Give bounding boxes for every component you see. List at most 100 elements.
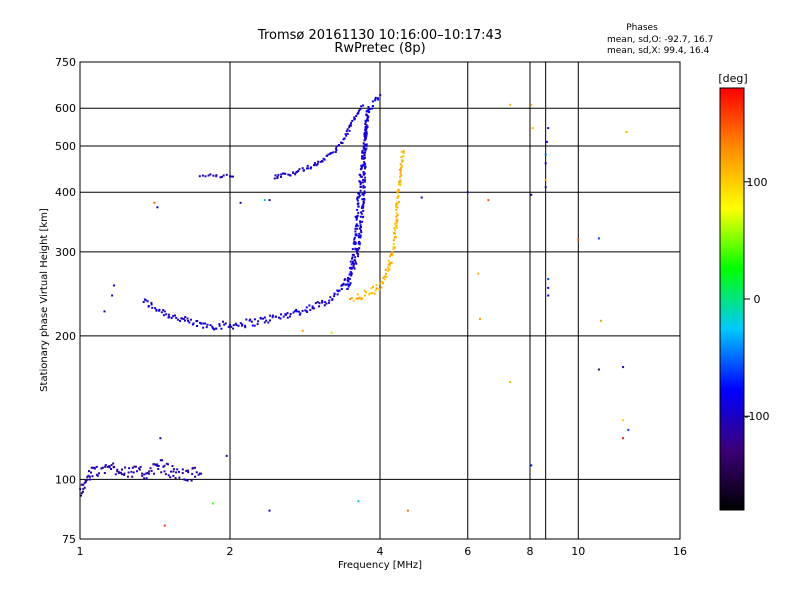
- trace-point: [276, 177, 279, 179]
- trace-point: [381, 282, 384, 285]
- trace-point: [385, 272, 387, 275]
- trace-point: [277, 173, 280, 176]
- trace-point: [364, 125, 367, 128]
- trace-point: [360, 167, 363, 170]
- trace-point: [293, 310, 296, 313]
- trace-point: [400, 167, 402, 170]
- scatter-point: [577, 238, 580, 241]
- trace-point: [354, 256, 357, 259]
- trace-point: [358, 227, 361, 230]
- y-axis-ticks: 75 100 200 300 400 500 600 750: [55, 56, 76, 546]
- trace-point: [388, 265, 391, 268]
- plot-frame: [79, 61, 681, 540]
- trace-point: [354, 261, 357, 264]
- trace-point: [96, 474, 99, 477]
- trace-point: [295, 170, 298, 173]
- trace-point: [364, 167, 366, 170]
- trace-point: [358, 173, 361, 176]
- trace-point: [222, 174, 225, 177]
- trace-point: [362, 215, 365, 218]
- trace-point: [347, 280, 350, 283]
- trace-point: [353, 116, 356, 119]
- trace-point: [392, 246, 395, 249]
- trace-point: [232, 175, 234, 178]
- trace-point: [362, 163, 365, 166]
- trace-point: [395, 212, 398, 215]
- trace-point: [163, 470, 166, 473]
- trace-point: [213, 328, 215, 331]
- trace-point: [399, 183, 402, 186]
- trace-point: [343, 137, 346, 140]
- trace-point: [88, 470, 90, 473]
- trace-point: [149, 467, 152, 470]
- trace-point: [363, 161, 366, 164]
- trace-point: [162, 314, 165, 317]
- trace-point: [346, 128, 349, 131]
- trace-point: [376, 97, 379, 100]
- trace-point: [220, 327, 223, 330]
- trace-point: [307, 167, 310, 170]
- trace-point: [399, 175, 402, 178]
- trace-point: [175, 471, 178, 474]
- trace-point: [395, 224, 398, 227]
- trace-point: [347, 277, 350, 280]
- trace-point: [363, 289, 366, 292]
- trace-point: [356, 197, 359, 200]
- x-tick-label: 6: [464, 545, 471, 558]
- trace-point: [353, 117, 356, 120]
- trace-point: [364, 127, 367, 129]
- trace-point: [98, 472, 100, 475]
- trace-point: [361, 151, 364, 154]
- trace-point: [184, 479, 187, 481]
- x-tick-label: 10: [571, 545, 585, 558]
- trace-point: [363, 192, 366, 195]
- trace-point: [373, 292, 376, 295]
- trace-point: [139, 465, 142, 468]
- trace-point: [167, 474, 170, 477]
- trace-point: [383, 275, 386, 278]
- trace-point: [363, 145, 366, 148]
- trace-point: [286, 312, 289, 315]
- trace-point: [169, 476, 172, 479]
- trace-point: [80, 492, 83, 495]
- trace-point: [230, 325, 233, 328]
- trace-point: [195, 471, 198, 474]
- trace-point: [171, 465, 174, 467]
- trace-point: [104, 464, 107, 467]
- trace-point: [389, 255, 391, 258]
- trace-point: [392, 247, 395, 250]
- trace-point: [387, 260, 390, 263]
- trace-point: [170, 470, 172, 473]
- trace-point: [286, 316, 289, 319]
- trace-point: [359, 175, 362, 178]
- trace-point: [194, 475, 197, 478]
- trace-point: [321, 301, 324, 304]
- trace-point: [124, 466, 127, 469]
- trace-point: [353, 240, 356, 243]
- trace-point: [370, 287, 373, 290]
- colorbar-tick-label: 100: [747, 176, 768, 189]
- trace-point: [360, 175, 363, 178]
- trace-point: [284, 172, 287, 175]
- trace-point: [181, 317, 183, 320]
- trace-point: [399, 163, 402, 166]
- trace-point: [282, 315, 285, 318]
- scatter-point: [545, 140, 548, 143]
- trace-point: [356, 224, 359, 227]
- trace-point: [357, 297, 360, 300]
- trace-point: [211, 327, 214, 330]
- trace-point: [132, 471, 135, 474]
- trace-point: [314, 302, 317, 305]
- trace-point: [358, 180, 361, 183]
- trace-point: [357, 253, 360, 256]
- trace-point: [354, 243, 357, 245]
- stats-x-mode: mean, sd,X: 99.4, 16.4: [607, 46, 710, 56]
- trace-point: [395, 208, 398, 211]
- trace-point: [167, 313, 170, 316]
- trace-point: [332, 151, 335, 154]
- trace-point: [165, 462, 168, 465]
- trace-point: [218, 324, 221, 327]
- trace-point: [186, 317, 189, 320]
- trace-point: [362, 184, 365, 187]
- trace-point: [362, 186, 365, 189]
